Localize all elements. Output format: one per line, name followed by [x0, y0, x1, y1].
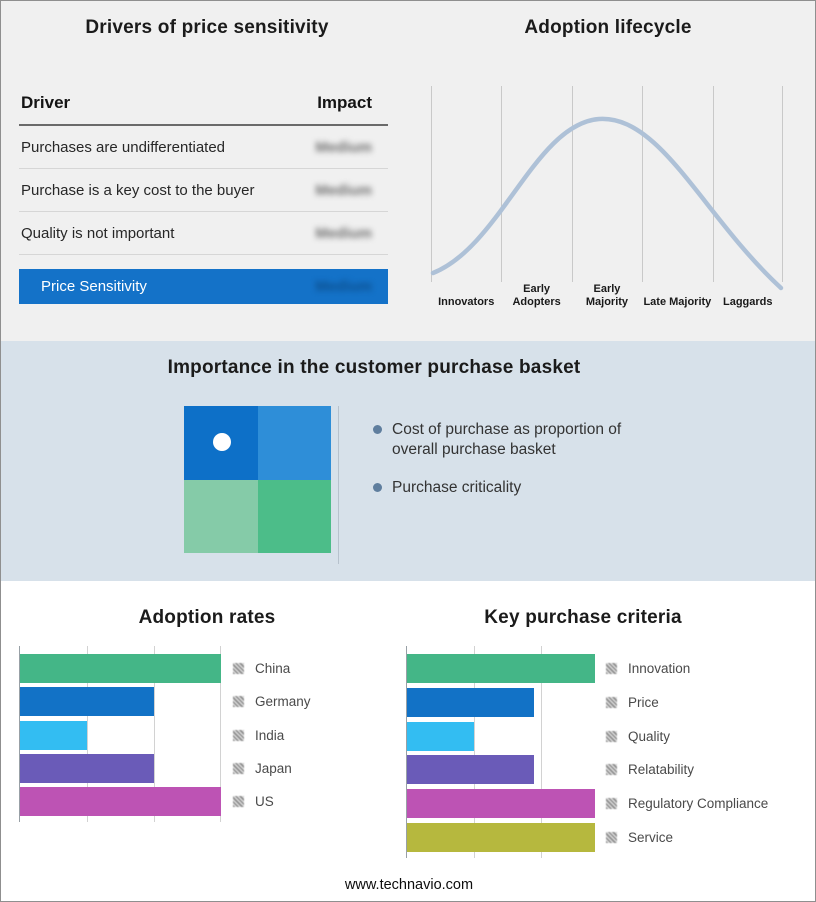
legend-swatch-blurred — [606, 798, 617, 810]
lifecycle-curve — [430, 116, 784, 291]
price-sensitivity-row: Price Sensitivity Medium — [19, 269, 388, 304]
legend-label: Service — [628, 829, 674, 845]
price-sensitivity-label: Price Sensitivity — [41, 278, 147, 295]
legend-item: Japan — [233, 754, 311, 783]
legend-swatch-blurred — [233, 696, 244, 708]
bullet-icon — [373, 482, 382, 492]
adoption-rates-chart — [19, 646, 221, 822]
legend-swatch-blurred — [233, 796, 244, 807]
key-purchase-criteria-chart — [406, 646, 608, 858]
legend-label: Regulatory Compliance — [628, 796, 769, 812]
bar-china — [20, 654, 221, 683]
impact-value-blurred: Medium — [315, 224, 372, 242]
bar-price — [407, 687, 535, 717]
legend-label: India — [255, 727, 285, 743]
quadrant-cell-bottom-left — [184, 479, 258, 553]
impact-value-blurred: Medium — [315, 138, 372, 156]
lifecycle-section-title: Adoption lifecycle — [524, 17, 692, 38]
legend-label: Innovation — [628, 661, 691, 676]
impact-value-blurred: Medium — [315, 278, 372, 295]
table-row: Purchase is a key cost to the buyer Medi… — [19, 169, 388, 212]
bar-service — [407, 822, 595, 852]
legend-swatch-blurred — [606, 831, 617, 843]
bar-quality — [407, 721, 474, 751]
legend-label: Price — [628, 694, 659, 710]
legend-item: Price — [606, 688, 768, 717]
key-purchase-criteria-title: Key purchase criteria — [484, 607, 682, 628]
drivers-section-title: Drivers of price sensitivity — [85, 17, 329, 38]
legend-swatch-blurred — [606, 696, 617, 708]
legend-label: Relatability — [628, 762, 695, 778]
adoption-rates-title: Adoption rates — [138, 607, 276, 628]
legend-swatch-blurred — [233, 729, 244, 741]
legend-item: Innovation — [606, 654, 768, 683]
driver-label: Purchases are undifferentiated — [21, 138, 226, 156]
legend-label: China — [255, 661, 291, 676]
legend-label: Germany — [255, 694, 311, 710]
column-header-impact: Impact — [317, 93, 372, 112]
bullet-item: Cost of purchase as proportion of overal… — [373, 420, 648, 460]
basket-section-background — [1, 341, 815, 581]
legend-swatch-blurred — [233, 663, 244, 674]
bar-japan — [20, 753, 154, 783]
drivers-table: Driver Impact Purchases are undifferenti… — [19, 93, 388, 304]
stage-label: Early Majority — [585, 283, 629, 308]
legend-label: Japan — [255, 760, 292, 776]
legend-swatch-blurred — [233, 762, 244, 774]
bar-innovation — [407, 654, 595, 683]
legend-label: US — [255, 794, 274, 809]
legend-item: Quality — [606, 722, 768, 751]
stage-label: Innovators — [438, 295, 495, 308]
website-url: www.technavio.com — [344, 877, 474, 893]
legend-item: Regulatory Compliance — [606, 789, 768, 818]
quadrant-axis-line — [338, 406, 339, 564]
impact-value-blurred: Medium — [315, 181, 372, 199]
stage-label: Early Adopters — [512, 283, 561, 308]
quadrant-cell-top-right — [257, 406, 331, 480]
bar-relatability — [407, 755, 535, 785]
table-header-row: Driver Impact — [19, 93, 388, 126]
bar-india — [20, 720, 87, 750]
bullet-item: Purchase criticality — [373, 478, 648, 498]
bullet-text: Cost of purchase as proportion of overal… — [392, 421, 622, 458]
bar-germany — [20, 687, 154, 717]
legend-label: Quality — [628, 728, 671, 744]
bullet-text: Purchase criticality — [392, 478, 522, 496]
purchase-basket-quadrant — [184, 406, 331, 553]
key-purchase-criteria-legend: Innovation Price Quality Relatability Re… — [606, 654, 768, 852]
legend-swatch-blurred — [606, 764, 617, 776]
stage-label: Late Majority — [643, 295, 712, 308]
bullet-icon — [373, 425, 382, 434]
lifecycle-curve-path — [430, 116, 784, 291]
quadrant-cell-top-left — [184, 406, 258, 480]
legend-swatch-blurred — [606, 663, 617, 674]
basket-section-title: Importance in the customer purchase bask… — [167, 357, 581, 378]
quadrant-cell-bottom-right — [257, 479, 331, 553]
legend-item: India — [233, 721, 311, 750]
legend-item: Relatability — [606, 755, 768, 784]
legend-item: China — [233, 654, 311, 683]
column-header-driver: Driver — [21, 93, 71, 112]
stage-label: Laggards — [723, 295, 773, 308]
table-row: Purchases are undifferentiated Medium — [19, 126, 388, 169]
legend-item: Germany — [233, 687, 311, 716]
table-row: Quality is not important Medium — [19, 212, 388, 255]
legend-item: US — [233, 787, 311, 816]
adoption-rates-legend: China Germany India Japan US — [233, 654, 311, 816]
legend-item: Service — [606, 823, 768, 852]
bar-regulatory-compliance — [407, 789, 595, 819]
lifecycle-chart-gridlines — [431, 86, 783, 282]
driver-label: Quality is not important — [21, 224, 175, 242]
position-marker-dot — [213, 433, 231, 451]
bar-us — [20, 787, 221, 816]
basket-bullet-list: Cost of purchase as proportion of overal… — [373, 420, 648, 515]
legend-swatch-blurred — [606, 730, 617, 742]
lifecycle-stage-labels: Innovators Early Adopters Early Majority… — [431, 283, 783, 309]
driver-label: Purchase is a key cost to the buyer — [21, 181, 255, 199]
